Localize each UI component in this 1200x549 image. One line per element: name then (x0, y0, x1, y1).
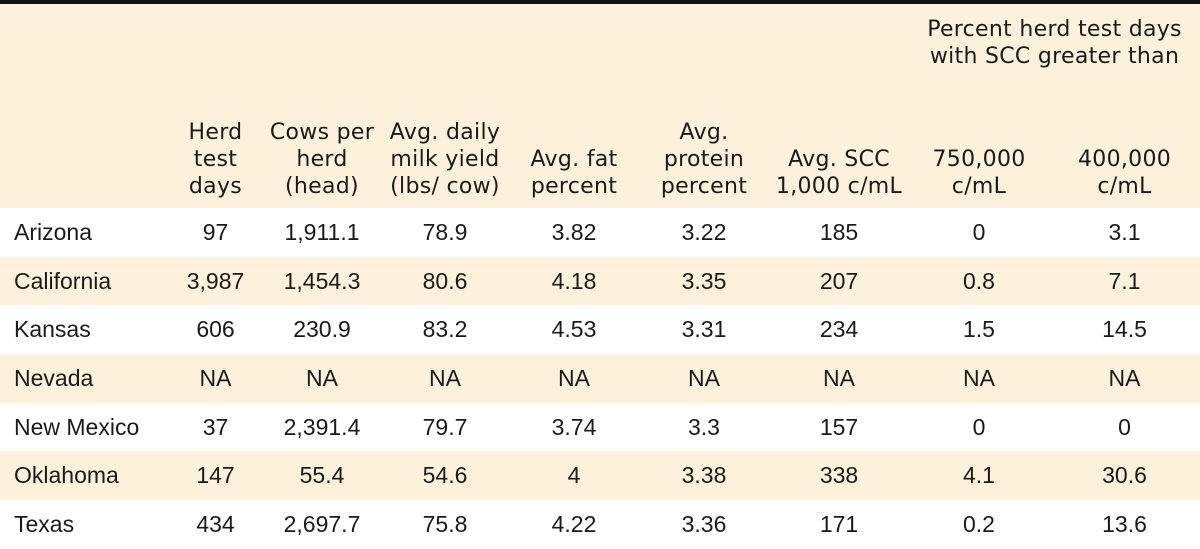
header-avg-daily-milk: Avg. daily milk yield (lbs/ cow) (389, 120, 501, 199)
cell-fat: 4.53 (509, 305, 639, 355)
cell-state: Oklahoma (0, 451, 168, 501)
cell-fat: 4.18 (509, 256, 639, 306)
cell-protein: 3.3 (639, 402, 769, 452)
header-avg-fat: Avg. fat percent (530, 147, 618, 199)
cell-fat: 4.22 (509, 500, 639, 549)
table-row: Oklahoma 147 55.4 54.6 4 3.38 338 4.1 30… (0, 451, 1200, 501)
table-body: Arizona 97 1,911.1 78.9 3.82 3.22 185 0 … (0, 208, 1200, 549)
cell-herd-test-days: 3,987 (168, 256, 263, 306)
cell-state: Kansas (0, 305, 168, 355)
cell-milk-yield: 54.6 (381, 451, 509, 501)
cell-milk-yield: NA (381, 354, 509, 403)
data-table: Herd test days Cows per herd (head) Avg.… (0, 4, 1200, 549)
cell-milk-yield: 83.2 (381, 305, 509, 355)
cell-fat: NA (509, 354, 639, 403)
cell-fat: 3.82 (509, 208, 639, 257)
header-scc-750: 750,000 c/mL (932, 147, 1026, 199)
header-scc-subheaders: 750,000 c/mL 400,000 c/mL (909, 146, 1200, 200)
cell-scc: NA (769, 354, 909, 403)
table-row: Nevada NA NA NA NA NA NA NA NA (0, 354, 1200, 403)
cell-scc: 234 (769, 305, 909, 355)
cell-scc-750: NA (909, 354, 1049, 403)
cell-fat: 3.74 (509, 402, 639, 452)
cell-protein: NA (639, 354, 769, 403)
header-avg-protein: Avg. protein percent (660, 120, 748, 199)
cell-scc: 157 (769, 402, 909, 452)
cell-herd-test-days: 147 (168, 451, 263, 501)
table-row: New Mexico 37 2,391.4 79.7 3.74 3.3 157 … (0, 402, 1200, 452)
cell-scc-400: 0 (1049, 402, 1200, 452)
cell-cows-per-herd: 2,391.4 (263, 402, 381, 452)
cell-scc: 338 (769, 451, 909, 501)
cell-scc-400: 30.6 (1049, 451, 1200, 501)
cell-state: New Mexico (0, 402, 168, 452)
cell-herd-test-days: 97 (168, 208, 263, 257)
header-scc-group-label: Percent herd test days with SCC greater … (927, 17, 1182, 69)
cell-scc: 185 (769, 208, 909, 257)
cell-scc: 171 (769, 500, 909, 549)
cell-scc-400: 14.5 (1049, 305, 1200, 355)
cell-herd-test-days: NA (168, 354, 263, 403)
cell-milk-yield: 80.6 (381, 256, 509, 306)
table-row: Texas 434 2,697.7 75.8 4.22 3.36 171 0.2… (0, 500, 1200, 549)
header-state (0, 4, 168, 208)
cell-scc-750: 0 (909, 402, 1049, 452)
cell-protein: 3.31 (639, 305, 769, 355)
cell-protein: 3.36 (639, 500, 769, 549)
cell-scc-750: 1.5 (909, 305, 1049, 355)
header-scc-group: Percent herd test days with SCC greater … (909, 4, 1200, 208)
table-header: Herd test days Cows per herd (head) Avg.… (0, 4, 1200, 208)
cell-protein: 3.38 (639, 451, 769, 501)
cell-state: Arizona (0, 208, 168, 257)
cell-scc-750: 0.2 (909, 500, 1049, 549)
header-avg-scc: Avg. SCC 1,000 c/mL (775, 147, 903, 199)
cell-protein: 3.22 (639, 208, 769, 257)
cell-cows-per-herd: 230.9 (263, 305, 381, 355)
cell-milk-yield: 78.9 (381, 208, 509, 257)
header-cows-per-herd: Cows per herd (head) (269, 120, 375, 199)
cell-scc-750: 0.8 (909, 256, 1049, 306)
cell-protein: 3.35 (639, 256, 769, 306)
cell-cows-per-herd: 1,454.3 (263, 256, 381, 306)
cell-scc: 207 (769, 256, 909, 306)
header-scc-400: 400,000 c/mL (1077, 147, 1172, 199)
cell-scc-400: 13.6 (1049, 500, 1200, 549)
cell-herd-test-days: 434 (168, 500, 263, 549)
cell-cows-per-herd: NA (263, 354, 381, 403)
cell-milk-yield: 75.8 (381, 500, 509, 549)
table-row: Kansas 606 230.9 83.2 4.53 3.31 234 1.5 … (0, 305, 1200, 355)
cell-scc-400: 7.1 (1049, 256, 1200, 306)
table-row: Arizona 97 1,911.1 78.9 3.82 3.22 185 0 … (0, 208, 1200, 257)
cell-herd-test-days: 606 (168, 305, 263, 355)
header-herd-test-days: Herd test days (188, 120, 243, 199)
cell-state: California (0, 256, 168, 306)
cell-scc-750: 4.1 (909, 451, 1049, 501)
cell-fat: 4 (509, 451, 639, 501)
cell-herd-test-days: 37 (168, 402, 263, 452)
cell-state: Texas (0, 500, 168, 549)
cell-cows-per-herd: 2,697.7 (263, 500, 381, 549)
cell-state: Nevada (0, 354, 168, 403)
cell-scc-750: 0 (909, 208, 1049, 257)
cell-milk-yield: 79.7 (381, 402, 509, 452)
cell-scc-400: 3.1 (1049, 208, 1200, 257)
cell-cows-per-herd: 1,911.1 (263, 208, 381, 257)
cell-scc-400: NA (1049, 354, 1200, 403)
table-row: California 3,987 1,454.3 80.6 4.18 3.35 … (0, 256, 1200, 306)
cell-cows-per-herd: 55.4 (263, 451, 381, 501)
